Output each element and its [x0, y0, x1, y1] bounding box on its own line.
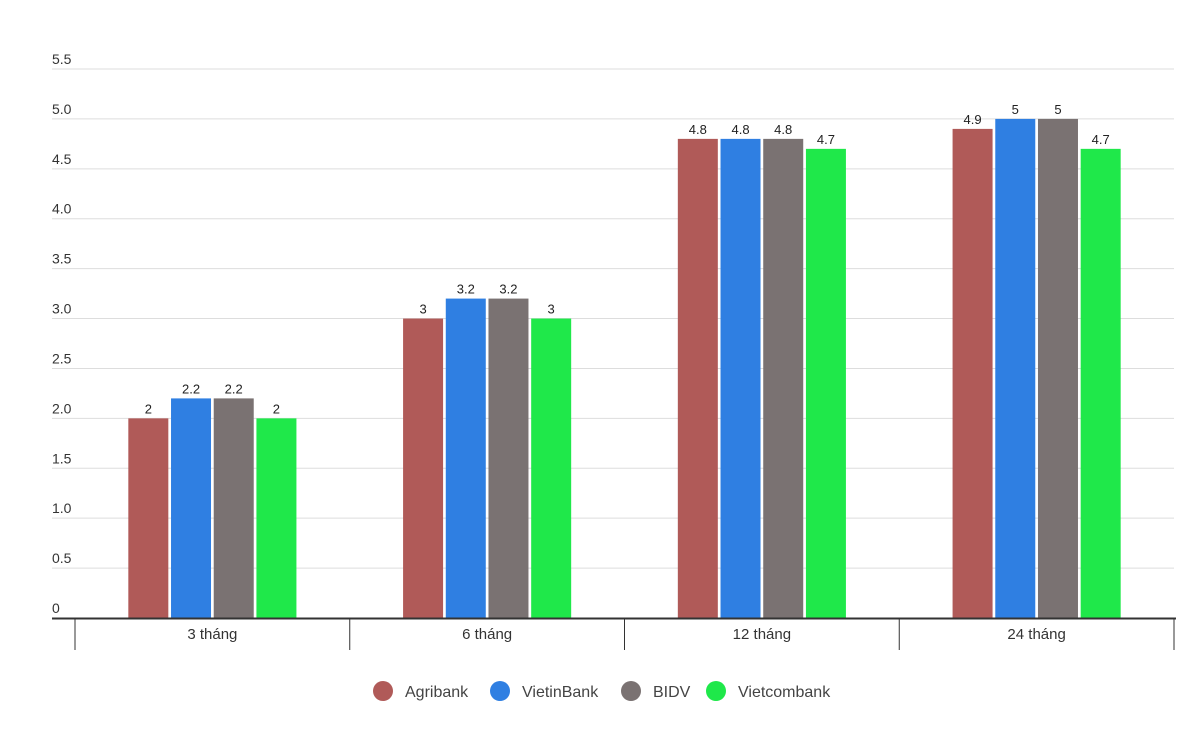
legend-marker-vietinbank: [490, 681, 510, 701]
bar-bidv-3: [1037, 118, 1078, 618]
bar-bidv-1: [488, 298, 529, 618]
legend: Agribank VietinBank BIDV Vietcombank: [373, 681, 831, 701]
bars: [128, 118, 1121, 618]
legend-label-bidv[interactable]: BIDV: [653, 684, 691, 701]
bar-agribank-0: [128, 418, 169, 618]
data-label: 4.7: [1092, 132, 1110, 147]
legend-marker-vietcombank: [706, 681, 726, 701]
y-axis-tick-labels: 0 0.5 1.0 1.5 2.0 2.5 3.0 3.5 4.0 4.5 5.0 5.5: [52, 51, 72, 616]
y-tick-label: 3.0: [52, 301, 72, 317]
data-label: 3.2: [499, 282, 517, 297]
bar-agribank-3: [952, 128, 993, 618]
legend-marker-bidv: [621, 681, 641, 701]
data-label: 2: [273, 401, 280, 416]
y-tick-label: 5.0: [52, 101, 72, 117]
x-category-label: 6 tháng: [462, 626, 512, 643]
y-tick-label: 0.5: [52, 550, 72, 566]
data-label: 4.8: [731, 122, 749, 137]
x-category-label: 12 tháng: [733, 626, 791, 643]
data-labels: 2 2.2 2.2 2 3 3.2 3.2 3 4.8 4.8 4.8 4.7 4.9 5 5 4.7: [145, 102, 1110, 416]
bar-vietcombank-2: [805, 148, 846, 618]
data-label: 3: [548, 302, 555, 317]
data-label: 4.8: [774, 122, 792, 137]
data-label: 2.2: [182, 381, 200, 396]
bar-vietinbank-3: [995, 118, 1036, 618]
y-tick-label: 1.5: [52, 450, 72, 466]
legend-label-vietcombank[interactable]: Vietcombank: [738, 684, 831, 701]
data-label: 4.7: [817, 132, 835, 147]
legend-label-vietinbank[interactable]: VietinBank: [522, 684, 599, 701]
x-category-label: 24 tháng: [1007, 626, 1065, 643]
bar-agribank-1: [403, 318, 444, 618]
y-tick-label: 5.5: [52, 51, 72, 67]
data-label: 5: [1012, 102, 1019, 117]
bar-vietcombank-0: [256, 418, 297, 618]
y-tick-label: 2.0: [52, 400, 72, 416]
data-label: 3.2: [457, 282, 475, 297]
legend-marker-agribank: [373, 681, 393, 701]
x-axis: 3 tháng 6 tháng 12 tháng 24 tháng: [52, 617, 1176, 650]
data-label: 2.2: [225, 381, 243, 396]
bar-agribank-2: [677, 138, 718, 618]
bar-vietinbank-1: [445, 298, 486, 618]
y-tick-label: 3.5: [52, 251, 72, 267]
x-category-label: 3 tháng: [187, 626, 237, 643]
bar-vietcombank-3: [1080, 148, 1121, 618]
data-label: 3: [419, 302, 426, 317]
data-label: 5: [1054, 102, 1061, 117]
data-label: 4.8: [689, 122, 707, 137]
data-label: 4.9: [964, 112, 982, 127]
y-tick-label: 4.5: [52, 151, 72, 167]
y-tick-label: 1.0: [52, 500, 72, 516]
legend-label-agribank[interactable]: Agribank: [405, 684, 469, 701]
y-tick-label: 2.5: [52, 350, 72, 366]
bar-bidv-2: [763, 138, 804, 618]
bar-vietinbank-2: [720, 138, 761, 618]
y-tick-label: 0: [52, 600, 60, 616]
bar-vietcombank-1: [531, 318, 572, 618]
data-label: 2: [145, 401, 152, 416]
bar-vietinbank-0: [171, 398, 212, 618]
bar-bidv-0: [213, 398, 254, 618]
y-tick-label: 4.0: [52, 201, 72, 217]
